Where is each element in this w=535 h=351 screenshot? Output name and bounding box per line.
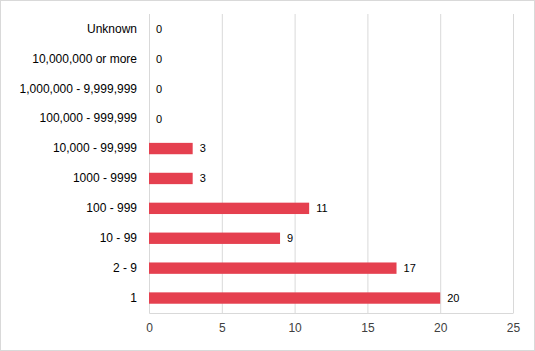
y-tick: 1,000,000 - 9,999,999: [20, 82, 149, 96]
grid-line: [513, 14, 514, 313]
x-tick-label: 0: [146, 321, 153, 335]
x-tick: 15: [361, 313, 375, 335]
y-tick: 2 - 9: [113, 261, 149, 275]
x-tick-label: 20: [434, 321, 448, 335]
y-tick: 10,000 - 99,999: [53, 141, 149, 155]
data-label: 17: [404, 262, 416, 274]
bar: [149, 83, 150, 94]
data-label: 20: [447, 292, 459, 304]
bar: [149, 262, 397, 273]
x-axis-line: [150, 313, 514, 314]
chart-frame: [1, 1, 535, 351]
y-tick-label: 10,000,000 or more: [32, 52, 137, 66]
y-tick-label: 1000 - 9999: [73, 171, 137, 185]
y-tick: 100 - 999: [86, 201, 149, 215]
x-tick-label: 5: [219, 321, 226, 335]
bar: [149, 113, 150, 124]
x-tick: 20: [434, 313, 448, 335]
y-tick: 10,000,000 or more: [32, 52, 149, 66]
data-label: 0: [156, 23, 162, 35]
grid-line: [440, 14, 441, 313]
y-tick-label: 10,000 - 99,999: [53, 141, 137, 155]
bar: [149, 203, 309, 214]
grid: [150, 14, 514, 313]
x-tick-label: 25: [507, 321, 521, 335]
bar: [149, 143, 193, 154]
x-tick-label: 10: [288, 321, 302, 335]
y-tick-label: 100,000 - 999,999: [40, 111, 138, 125]
data-label: 0: [156, 53, 162, 65]
x-tick: 0: [146, 313, 153, 335]
y-tick: 1: [130, 291, 149, 305]
x-tick: 5: [219, 313, 226, 335]
data-label: 9: [287, 232, 293, 244]
bar: [149, 173, 193, 184]
bars: [149, 143, 440, 304]
data-label: 0: [156, 113, 162, 125]
x-axis: 0 5 10 15 20 25: [146, 313, 520, 335]
y-tick-label: 10 - 99: [100, 231, 138, 245]
y-tick-label: 1: [130, 291, 137, 305]
x-tick-label: 15: [361, 321, 375, 335]
data-labels: 20 17 9 11 3 3 0 0 0 0: [156, 23, 459, 304]
x-tick: 25: [507, 313, 521, 335]
x-tick: 10: [288, 313, 302, 335]
chart: 0 5 10 15 20 25 1 2 - 9 10 - 99 100 - 999 1000 - 9…: [0, 0, 535, 351]
bar: [149, 23, 150, 34]
y-tick: 1000 - 9999: [73, 171, 149, 185]
y-tick-label: Unknown: [87, 22, 137, 36]
data-label: 0: [156, 83, 162, 95]
y-tick: Unknown: [87, 22, 149, 36]
data-label: 3: [200, 142, 206, 154]
y-tick-label: 100 - 999: [86, 201, 137, 215]
y-axis: 1 2 - 9 10 - 99 100 - 999 1000 - 9999 10,000 …: [20, 15, 150, 314]
bar: [149, 53, 150, 64]
y-tick-label: 2 - 9: [113, 261, 137, 275]
y-tick-label: 1,000,000 - 9,999,999: [20, 82, 138, 96]
data-label: 3: [200, 172, 206, 184]
y-tick: 10 - 99: [100, 231, 149, 245]
y-tick: 100,000 - 999,999: [40, 111, 149, 125]
bar: [149, 233, 280, 244]
bar: [149, 292, 440, 303]
data-label: 11: [316, 202, 327, 214]
